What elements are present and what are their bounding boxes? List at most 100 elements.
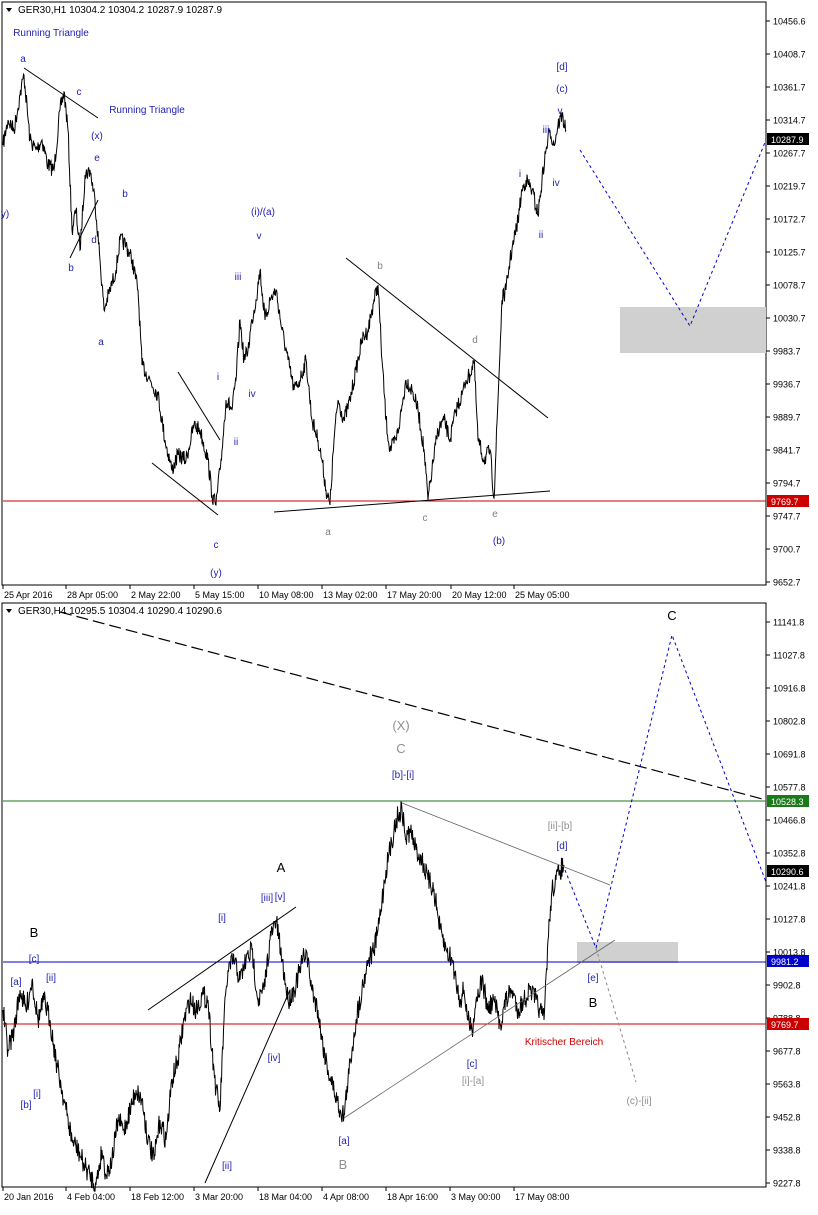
wave-label: a (98, 337, 104, 348)
top-price-series (2, 72, 567, 506)
top-collapse-icon[interactable] (6, 8, 12, 12)
top-support-tag: 9769.7 (771, 497, 799, 507)
wave-label: ii (234, 437, 238, 448)
bottom-chart-header: GER30,H4 10295.5 10304.4 10290.4 10290.6 (18, 606, 222, 617)
top-plot-frame (1, 1, 767, 586)
x-tick-label: 18 Apr 16:00 (387, 1192, 438, 1202)
y-tick-label: 9677.8 (773, 1047, 801, 1057)
bottom-price-tag-bg (767, 865, 809, 877)
wave-label: ii (539, 230, 543, 241)
wave-label: A (277, 860, 286, 875)
bottom-support-tag: 9769.7 (771, 1020, 799, 1030)
x-tick-label: 3 Mar 20:00 (195, 1192, 243, 1202)
wave-label: c (77, 87, 82, 98)
wave-label: [i] (33, 1089, 41, 1100)
bottom-alt-projection (595, 947, 637, 1083)
wave-label: (b) (493, 536, 505, 547)
y-tick-label: 9889.7 (773, 413, 801, 423)
wave-label: [a] (10, 977, 21, 988)
wave-label: [i]-[a] (462, 1076, 484, 1087)
wave-label: [iv] (268, 1053, 281, 1064)
wave-label: i (217, 372, 219, 383)
top-price-tag: 10287.9 (771, 135, 804, 145)
y-tick-label: 10030.7 (773, 314, 806, 324)
bottom-plot-frame (1, 602, 767, 1188)
wave-label: d (472, 335, 478, 346)
y-tick-label: 10352.8 (773, 849, 806, 859)
y-tick-label: 9983.7 (773, 347, 801, 357)
wave-label: B (30, 925, 39, 940)
y-tick-label: 11141.8 (773, 618, 804, 628)
wave-label: [c] (467, 1059, 478, 1070)
x-tick-label: 25 May 05:00 (515, 590, 570, 600)
bottom-chart-panel: C (X) C [b]-[i] [ii]-[b] [d] A [iii] [v] [i] B [c] [… (1, 602, 809, 1202)
wave-label: [b] (20, 1100, 31, 1111)
x-tick-label: 20 May 12:00 (452, 590, 507, 600)
y-tick-label: 9747.7 (773, 512, 801, 522)
x-tick-label: 18 Mar 04:00 (259, 1192, 312, 1202)
wave-label: d (91, 235, 97, 246)
bottom-trendline-wedge-lower (204, 989, 291, 1184)
x-tick-label: 10 May 08:00 (259, 590, 314, 600)
bottom-resistance-tag-bg (767, 795, 809, 807)
y-tick-label: 9841.7 (773, 446, 801, 456)
bottom-long-downtrend (59, 611, 767, 801)
y-tick-label: 10314.7 (773, 116, 806, 126)
y-tick-label: 9794.7 (773, 479, 801, 489)
y-tick-label: 10013.8 (773, 948, 806, 958)
y-tick-label: 9452.8 (773, 1113, 801, 1123)
wave-label: v (558, 106, 563, 117)
y-tick-label: 10916.8 (773, 684, 806, 694)
y-tick-label: 10267.7 (773, 149, 806, 159)
y-tick-label: 10577.8 (773, 783, 806, 793)
bottom-support-tag-bg (767, 1018, 809, 1030)
top-price-tag-bg (767, 133, 809, 145)
top-chart-panel: Running Triangle a c Running Triangle (x) e b d… (1, 1, 809, 600)
bottom-resistance-tag: 10528.3 (771, 797, 804, 807)
wave-label: Running Triangle (109, 105, 185, 116)
y-tick-label: 11027.8 (773, 651, 805, 661)
bottom-collapse-icon[interactable] (6, 609, 12, 613)
bottom-price-tag: 10290.6 (771, 867, 804, 877)
y-tick-label: 10125.7 (773, 248, 806, 258)
bottom-price-series (2, 801, 565, 1192)
wave-label: [v] (275, 892, 286, 903)
x-tick-label: 28 Apr 05:00 (67, 590, 118, 600)
wave-label: [ii]-[b] (548, 821, 573, 832)
y-tick-label: 9700.7 (773, 545, 801, 555)
wave-label: [i] (218, 913, 226, 924)
y-tick-label: 9563.8 (773, 1080, 801, 1090)
y-tick-label: 10691.8 (773, 750, 806, 760)
wave-label: iv (552, 178, 559, 189)
y-tick-label: 10219.7 (773, 182, 806, 192)
y-tick-label: 9902.8 (773, 981, 801, 991)
wave-label: [ii] (46, 973, 56, 984)
bottom-trendline-channel-upper (401, 802, 611, 886)
wave-label: (x) (91, 131, 103, 142)
x-tick-label: 17 May 08:00 (515, 1192, 570, 1202)
wave-label: b (377, 261, 383, 272)
wave-label: y) (1, 209, 9, 220)
wave-label: (i)/(a) (251, 207, 275, 218)
x-tick-label: 20 Jan 2016 (4, 1192, 54, 1202)
bottom-mid-tag-bg (767, 955, 809, 967)
wave-label: iii (235, 272, 242, 283)
wave-label: e (492, 509, 498, 520)
bottom-mid-tag: 9981.2 (771, 957, 799, 967)
wave-label: [e] (587, 973, 598, 984)
y-tick-label: 9936.7 (773, 380, 801, 390)
wave-label: Running Triangle (13, 28, 89, 39)
bottom-trendline-wedge-upper (147, 906, 297, 1011)
y-tick-label: 10127.8 (773, 915, 806, 925)
wave-label: [b]-[i] (392, 770, 414, 781)
wave-label: B (589, 995, 598, 1010)
wave-label: e (94, 153, 100, 164)
y-tick-label: 9652.7 (773, 578, 801, 588)
wave-label: c (214, 540, 219, 551)
wave-label: C (667, 608, 676, 623)
wave-label: [iii] (261, 893, 273, 904)
wave-label: (c) (556, 84, 568, 95)
bottom-trendline-channel-lower (343, 939, 616, 1119)
wave-label: b (122, 189, 128, 200)
